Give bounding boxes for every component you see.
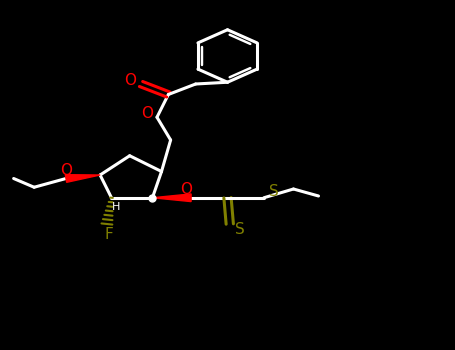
Text: O: O [124,73,136,88]
Text: O: O [60,163,72,178]
Polygon shape [66,175,100,182]
Text: S: S [235,222,245,237]
Text: O: O [141,106,153,121]
Polygon shape [152,194,191,202]
Text: F: F [105,227,114,242]
Text: O: O [181,182,192,196]
Text: H: H [112,202,120,211]
Text: S: S [269,184,279,199]
